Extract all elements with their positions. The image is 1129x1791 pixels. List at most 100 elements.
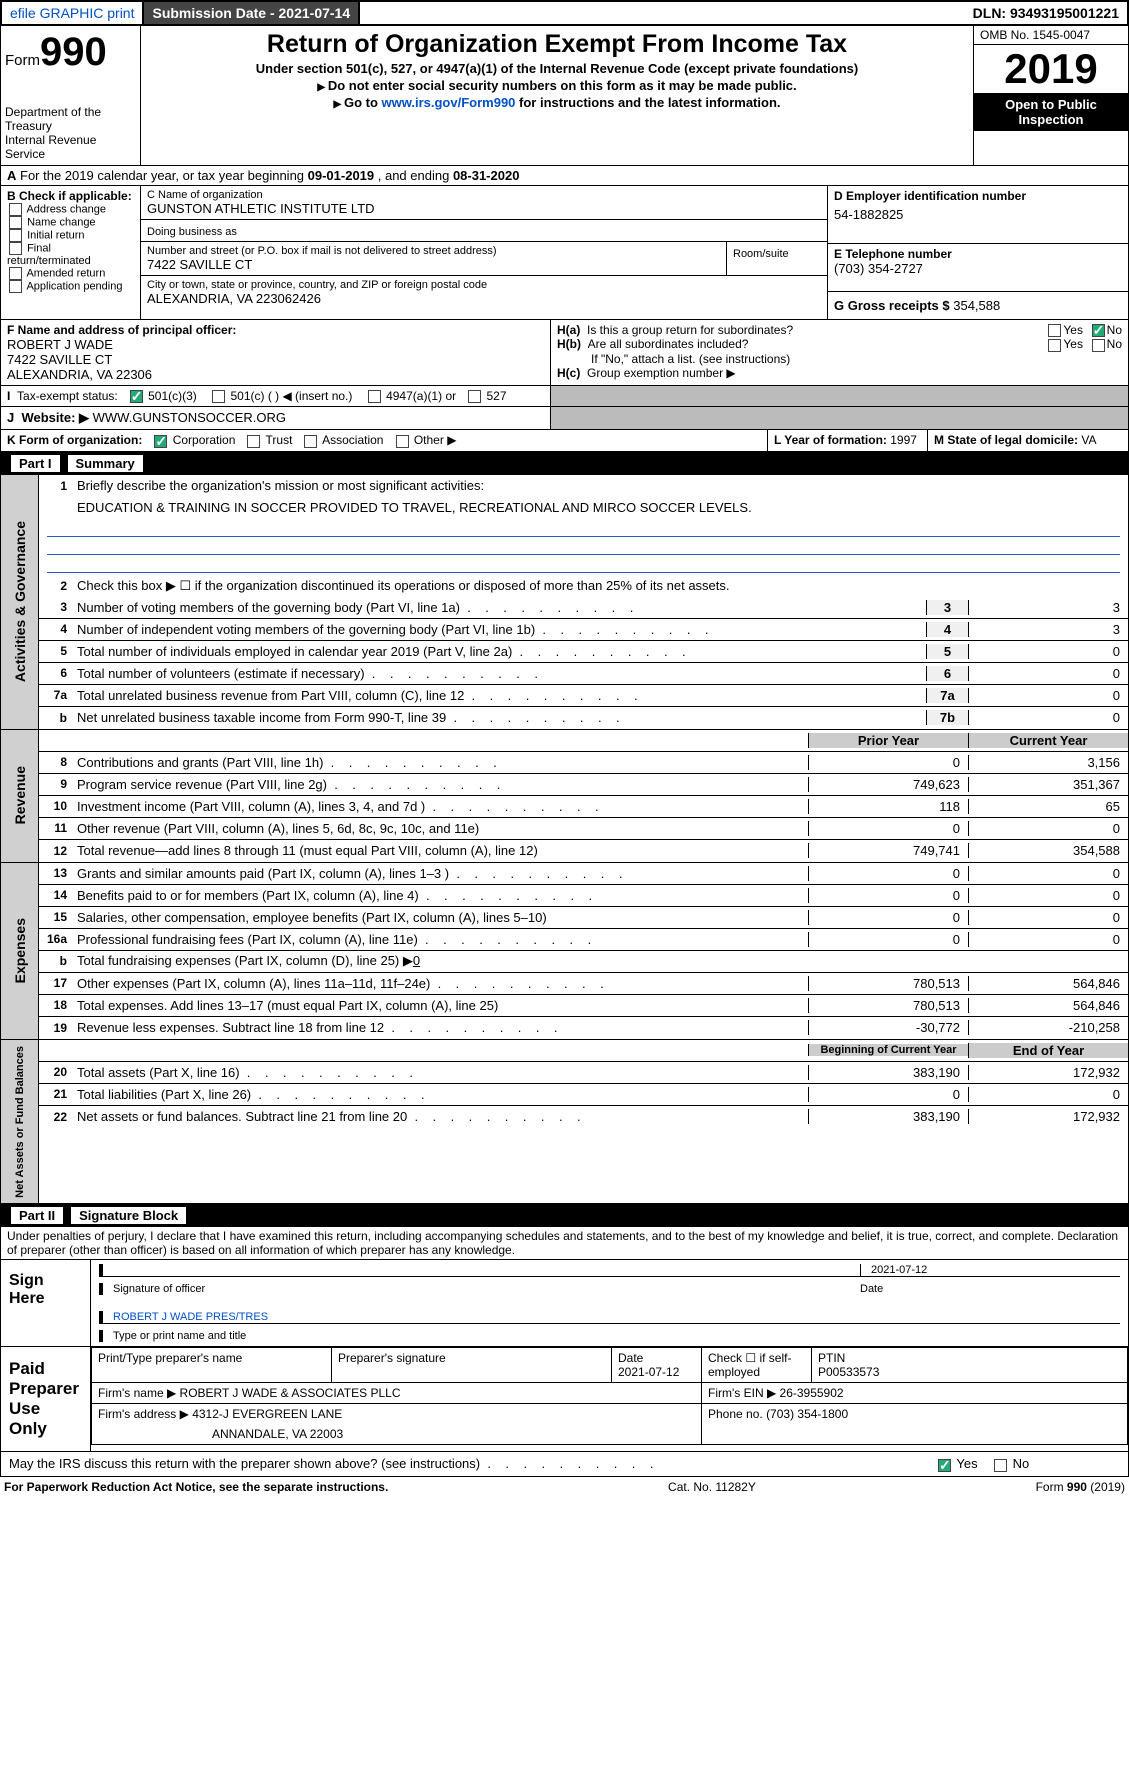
n22c: 172,932 [968,1109,1128,1124]
chk-final-return[interactable]: Final return/terminated [7,242,134,267]
chk-assoc[interactable]: Association [302,433,383,447]
l16b: Total fundraising expenses (Part IX, col… [73,951,808,971]
bcy-hdr: Beginning of Current Year [808,1044,968,1056]
dba-label: Doing business as [147,226,237,238]
e17p: 780,513 [808,976,968,991]
gross-receipts-value: 354,588 [953,298,1000,313]
chk-address-change[interactable]: Address change [7,203,134,216]
l17: Other expenses (Part IX, column (A), lin… [73,974,808,993]
v3: 3 [968,600,1128,615]
efile-link[interactable]: efile GRAPHIC print [2,2,144,24]
ha-yes[interactable]: Yes [1046,323,1083,337]
l11: Other revenue (Part VIII, column (A), li… [73,819,808,838]
irs-link[interactable]: www.irs.gov/Form990 [382,95,516,110]
hb-label: Are all subordinates included? [588,337,1047,351]
n22p: 383,190 [808,1109,968,1124]
r12c: 354,588 [968,843,1128,858]
r9p: 749,623 [808,777,968,792]
omb-number: OMB No. 1545-0047 [974,26,1128,45]
chk-4947[interactable]: 4947(a)(1) or [366,389,456,403]
firm-addr-label: Firm's address ▶ [98,1407,192,1421]
firm-name-label: Firm's name ▶ [98,1386,180,1400]
prior-year-hdr: Prior Year [808,733,968,748]
org-name: GUNSTON ATHLETIC INSTITUTE LTD [147,201,821,216]
l19: Revenue less expenses. Subtract line 18 … [73,1018,808,1037]
l12: Total revenue—add lines 8 through 11 (mu… [73,841,808,860]
prep-date-val: 2021-07-12 [618,1365,679,1379]
hb-no[interactable]: No [1090,337,1122,351]
firm-ein-label: Firm's EIN ▶ [708,1386,780,1400]
officer-name: ROBERT J WADE [7,337,544,352]
l15: Salaries, other compensation, employee b… [73,908,808,927]
firm-phone-label: Phone no. [708,1407,766,1421]
section-b-g: B Check if applicable: Address change Na… [0,186,1129,320]
declaration: Under penalties of perjury, I declare th… [0,1227,1129,1260]
line-i: I Tax-exempt status: 501(c)(3) 501(c) ( … [0,386,1129,407]
k-label: K Form of organization: [7,433,142,447]
l20: Total assets (Part X, line 16) [73,1063,808,1082]
hb-yes[interactable]: Yes [1046,337,1083,351]
current-year-hdr: Current Year [968,733,1128,748]
firm-name-value: ROBERT J WADE & ASSOCIATES PLLC [180,1386,401,1400]
ha-label: Is this a group return for subordinates? [587,323,1046,337]
l8: Contributions and grants (Part VIII, lin… [73,753,808,772]
chk-501c[interactable]: 501(c) ( ) ◀ (insert no.) [210,389,352,403]
chk-amended[interactable]: Amended return [7,267,134,280]
l1-value: EDUCATION & TRAINING IN SOCCER PROVIDED … [73,498,1128,517]
line-klm: K Form of organization: Corporation Trus… [0,430,1129,451]
r8p: 0 [808,755,968,770]
discuss-no[interactable]: No [992,1456,1029,1471]
paid-preparer-label: Paid Preparer Use Only [1,1347,91,1451]
officer-name-link[interactable]: ROBERT J WADE PRES/TRES [113,1311,268,1323]
officer-addr: 7422 SAVILLE CT [7,352,544,367]
e15c: 0 [968,910,1128,925]
l14: Benefits paid to or for members (Part IX… [73,886,808,905]
e16c: 0 [968,932,1128,947]
chk-initial-return[interactable]: Initial return [7,229,134,242]
ha-no[interactable]: No [1090,323,1122,337]
room-label: Room/suite [733,248,789,260]
v7b: 0 [968,710,1128,725]
e17c: 564,846 [968,976,1128,991]
side-revenue: Revenue [10,760,30,830]
sect-revenue: Revenue Prior YearCurrent Year 8Contribu… [0,730,1129,863]
ptin-value: P00533573 [818,1365,879,1379]
foot-mid: Cat. No. 11282Y [668,1480,756,1494]
part1-header: Part ISummary [0,452,1129,475]
r11p: 0 [808,821,968,836]
l18: Total expenses. Add lines 13–17 (must eq… [73,996,808,1015]
chk-527[interactable]: 527 [466,389,506,403]
firm-city: ANNANDALE, VA 22003 [92,1424,702,1445]
m-label: M State of legal domicile: [934,433,1081,447]
l7b: Net unrelated business taxable income fr… [73,708,926,727]
phone-label: E Telephone number [834,247,952,261]
line-j: J Website: ▶ WWW.GUNSTONSOCCER.ORG [0,407,1129,430]
b-label: B Check if applicable: [7,189,132,203]
chk-self-employed[interactable]: Check ☐ if self-employed [702,1348,812,1383]
l2: Check this box ▶ ☐ if the organization d… [73,576,1128,596]
form-990-label: Form990 [5,30,136,75]
l22: Net assets or fund balances. Subtract li… [73,1107,808,1126]
chk-corp[interactable]: Corporation [152,433,235,447]
chk-501c3[interactable]: 501(c)(3) [128,389,197,403]
r9c: 351,367 [968,777,1128,792]
f-label: F Name and address of principal officer: [7,323,544,337]
year-formed: 1997 [890,433,917,447]
l3: Number of voting members of the governin… [73,598,926,617]
chk-other[interactable]: Other ▶ [394,433,457,447]
r10p: 118 [808,799,968,814]
discuss-yes[interactable]: Yes [936,1456,978,1471]
l5: Total number of individuals employed in … [73,642,926,661]
chk-name-change[interactable]: Name change [7,216,134,229]
chk-app-pending[interactable]: Application pending [7,280,134,293]
sig-officer-label: Signature of officer [99,1283,860,1295]
discuss-label: May the IRS discuss this return with the… [1,1452,928,1475]
prep-sig-label: Preparer's signature [332,1348,612,1383]
chk-trust[interactable]: Trust [245,433,292,447]
sign-here-label: Sign Here [1,1260,91,1346]
r8c: 3,156 [968,755,1128,770]
sect-activities: Activities & Governance 1Briefly describ… [0,475,1129,730]
side-expenses: Expenses [10,912,30,989]
l7a: Total unrelated business revenue from Pa… [73,686,926,705]
title-block: Form990 Department of the Treasury Inter… [0,26,1129,166]
